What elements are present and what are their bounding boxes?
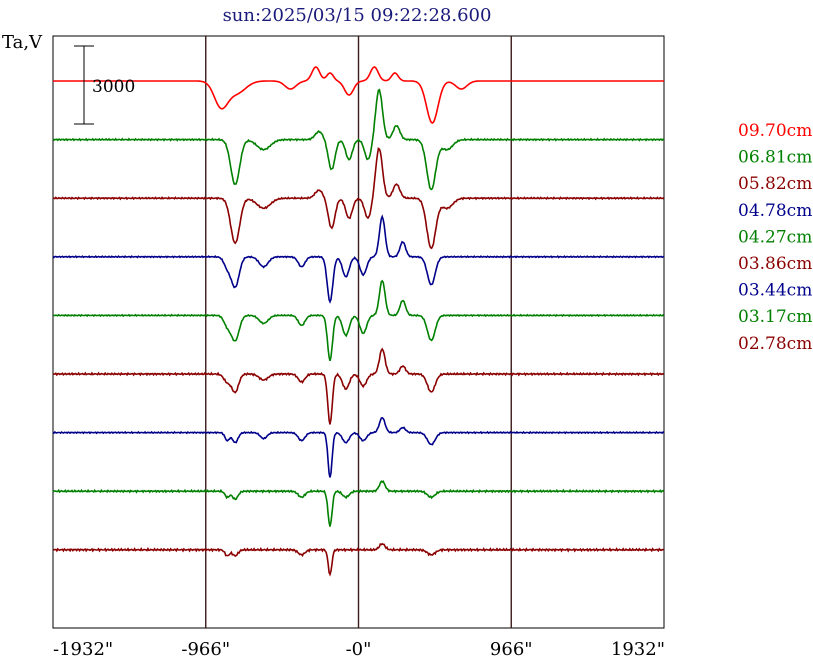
chart-title: sun:2025/03/15 09:22:28.600: [223, 5, 492, 26]
series-line-02.78cm: [52, 542, 665, 577]
legend-entry: 03.17cm: [738, 307, 812, 327]
series-line-09.70cm: [53, 66, 664, 124]
scale-bar: 3000: [74, 45, 135, 125]
legend-entry: 03.44cm: [738, 281, 812, 301]
x-tick-label: 1932": [611, 639, 665, 660]
y-axis-label: Ta,V: [2, 32, 43, 53]
vertical-guide-lines: [205, 36, 512, 628]
x-tick-label: -0": [346, 639, 372, 660]
series-line-03.17cm: [52, 480, 665, 527]
x-tick-label: -966": [181, 639, 230, 660]
series-layer: [52, 66, 665, 577]
legend-entry: 04.78cm: [738, 201, 812, 221]
x-tick-label: -1932": [53, 639, 113, 660]
x-tick-label: 966": [490, 639, 533, 660]
legend-entry: 02.78cm: [738, 334, 812, 354]
legend-entry: 03.86cm: [738, 254, 812, 274]
legend-entry: 05.82cm: [738, 174, 812, 194]
legend-entry: 09.70cm: [738, 121, 812, 141]
series-line-05.82cm: [52, 147, 665, 250]
series-line-03.44cm: [52, 416, 665, 478]
legend-entry: 04.27cm: [738, 227, 812, 247]
series-line-04.78cm: [52, 214, 665, 304]
legend-entry: 06.81cm: [738, 148, 812, 168]
series-line-04.27cm: [53, 279, 665, 361]
series-line-03.86cm: [52, 347, 665, 425]
series-line-06.81cm: [52, 88, 665, 191]
x-tick-labels: -1932" -966" -0" 966" 1932": [53, 639, 665, 660]
legend: 09.70cm 06.81cm 05.82cm 04.78cm 04.27cm 03.86…: [738, 121, 812, 354]
scale-bar-label: 3000: [92, 77, 135, 97]
